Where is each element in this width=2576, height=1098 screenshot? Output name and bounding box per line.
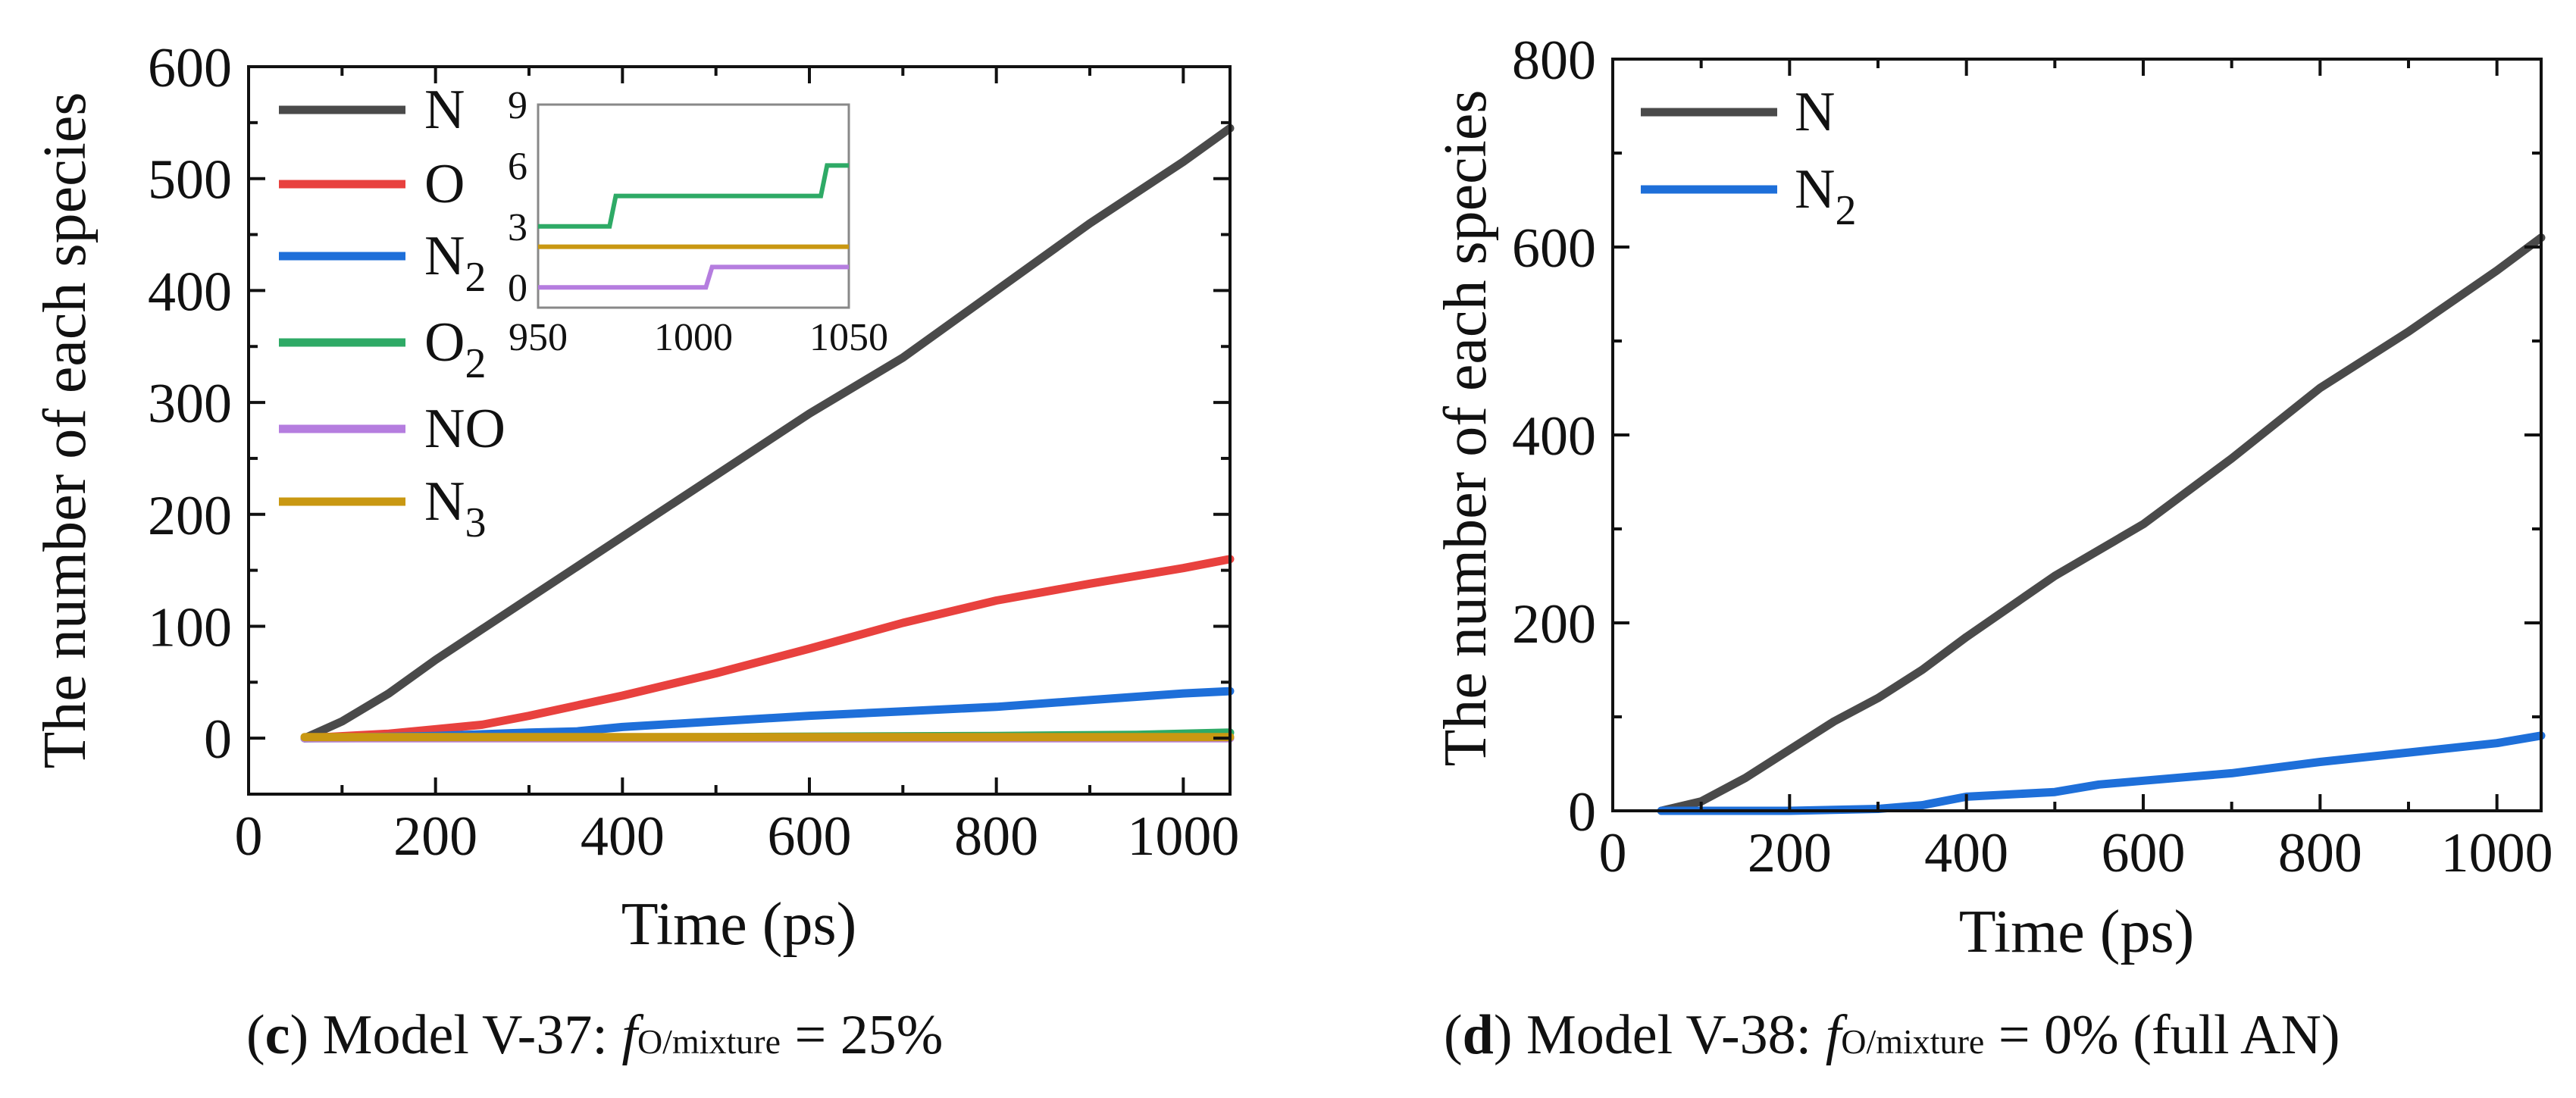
inset-series-line-no: [538, 264, 849, 290]
y-tick-label: 0: [204, 709, 232, 771]
panel-c-legend: N O N2 O2 NO N3: [279, 79, 505, 546]
panel-d-ticks: [1611, 58, 2541, 812]
inset-frame: [537, 103, 850, 309]
legend-item-n: N: [279, 79, 465, 141]
x-tick-label: 1000: [2441, 822, 2553, 884]
panel-d-y-axis-title: The number of each species: [1432, 90, 1499, 767]
legend-label-n3: N3: [424, 471, 486, 546]
x-tick-label: 800: [954, 806, 1038, 868]
inset-x-tick-label: 1000: [654, 316, 733, 359]
panel-c-y-axis-title: The number of each species: [32, 92, 99, 769]
panel-d-y-tick-labels: 0 200 400 600 800: [1512, 30, 1596, 843]
x-tick-label: 200: [1748, 822, 1832, 884]
y-tick-label: 300: [148, 373, 232, 435]
y-tick-label: 400: [1512, 405, 1596, 468]
x-tick-label: 0: [1599, 822, 1627, 884]
y-tick-label: 600: [148, 37, 232, 99]
series-line-o: [300, 555, 1235, 743]
y-tick-label: 600: [1512, 217, 1596, 280]
panel-c-caption: (c) Model V-37: fO/mixture = 25%: [246, 1004, 943, 1066]
legend-label-no: NO: [424, 398, 505, 460]
inset-x-tick-label: 1050: [809, 316, 888, 359]
legend-item-n2: N2: [1641, 158, 1856, 234]
inset-tick-labels: 950 1000 1050 0 3 6 9: [508, 84, 888, 359]
panel-d-caption: (d) Model V-38: fO/mixture = 0% (full AN…: [1444, 1004, 2340, 1066]
y-tick-label: 100: [148, 596, 232, 658]
legend-label-o: O: [424, 153, 465, 215]
panel-c: 0 200 400 600 800 1000 0 100 200 300 400 500 600 Ti…: [32, 37, 1239, 1066]
y-tick-label: 400: [148, 261, 232, 323]
legend-label-o2: O2: [424, 311, 486, 387]
y-tick-label: 500: [148, 149, 232, 211]
x-tick-label: 400: [581, 806, 665, 868]
legend-item-o2: O2: [279, 311, 486, 387]
panel-d-x-tick-labels: 0 200 400 600 800 1000: [1599, 822, 2553, 884]
inset-x-tick-label: 950: [509, 316, 568, 359]
inset-y-tick-label: 6: [508, 145, 527, 188]
panel-d-x-axis-title: Time (ps): [1959, 899, 2194, 965]
panel-c-inset: 950 1000 1050 0 3 6 9: [508, 84, 888, 359]
x-tick-label: 400: [1924, 822, 2008, 884]
panel-d-plot-frame: [1611, 58, 2543, 812]
x-tick-label: 1000: [1127, 806, 1239, 868]
series-line-n: [1657, 233, 2546, 815]
panel-c-x-axis-title: Time (ps): [621, 891, 856, 958]
legend-label-n: N: [1795, 81, 1835, 143]
panel-c-ticks: [247, 65, 1230, 794]
y-tick-label: 200: [148, 485, 232, 547]
y-tick-label: 800: [1512, 30, 1596, 92]
x-tick-label: 800: [2278, 822, 2362, 884]
inset-series-line-o2: [538, 163, 849, 229]
inset-y-tick-label: 0: [508, 267, 527, 310]
legend-item-n3: N3: [279, 471, 486, 546]
legend-label-n: N: [424, 79, 465, 141]
panel-c-y-tick-labels: 0 100 200 300 400 500 600: [148, 37, 232, 771]
inset-series: [538, 163, 849, 290]
legend-item-n2: N2: [279, 225, 486, 301]
inset-y-tick-label: 9: [508, 84, 527, 127]
legend-item-o: O: [279, 153, 465, 215]
panel-c-series: [300, 124, 1235, 743]
legend-label-n2: N2: [1795, 158, 1856, 234]
legend-item-n: N: [1641, 81, 1835, 143]
panel-c-plot-frame: [247, 65, 1232, 796]
legend-label-n2: N2: [424, 225, 486, 301]
x-tick-label: 0: [235, 806, 263, 868]
y-tick-label: 0: [1568, 781, 1596, 843]
panel-d-legend: N N2: [1641, 81, 1856, 234]
y-tick-label: 200: [1512, 593, 1596, 655]
inset-y-tick-label: 3: [508, 206, 527, 249]
legend-item-no: NO: [279, 398, 505, 460]
panel-d: 0 200 400 600 800 1000 0 200 400 600 800 Time (ps…: [1432, 30, 2553, 1066]
x-tick-label: 600: [768, 806, 852, 868]
panel-c-x-tick-labels: 0 200 400 600 800 1000: [235, 806, 1240, 868]
x-tick-label: 600: [2102, 822, 2186, 884]
panel-d-series: [1657, 233, 2546, 815]
series-line-n: [300, 124, 1235, 743]
x-tick-label: 200: [393, 806, 477, 868]
